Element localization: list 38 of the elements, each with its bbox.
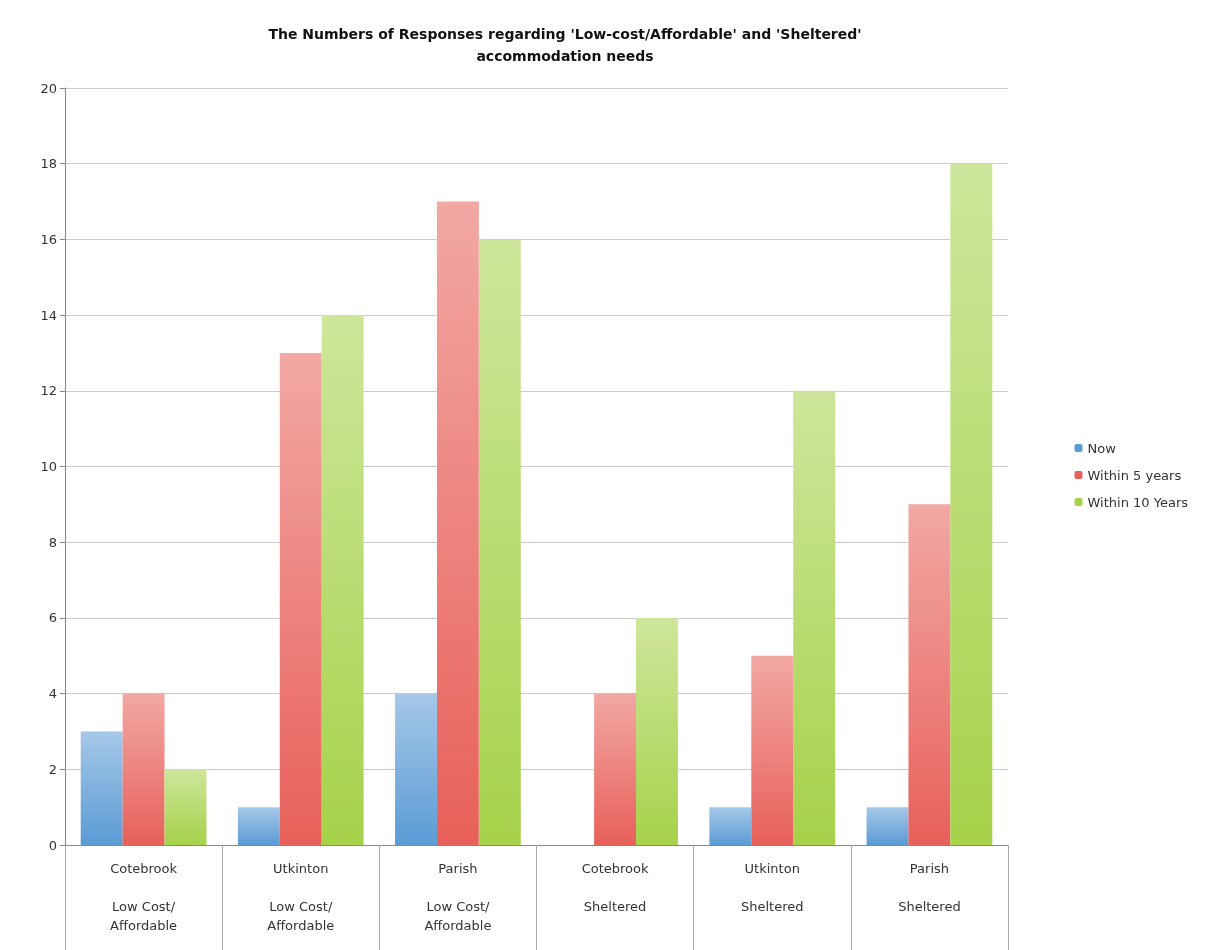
bar xyxy=(709,807,752,845)
legend-label: Within 5 years xyxy=(1087,467,1182,483)
y-tick-label: 14 xyxy=(40,307,57,323)
category-label: Parish Sheltered xyxy=(898,861,961,914)
bar xyxy=(866,807,909,845)
bar xyxy=(793,390,836,845)
y-tick-label: 18 xyxy=(40,156,57,172)
y-tick-label: 16 xyxy=(40,231,57,247)
y-tick-label: 6 xyxy=(48,610,57,626)
y-tick-label: 10 xyxy=(40,459,57,474)
bar xyxy=(80,731,123,845)
y-tick-label: 0 xyxy=(48,837,57,853)
bar xyxy=(279,352,322,845)
bar xyxy=(321,315,364,845)
chart-title: The Numbers of Responses regarding 'Low-cost/Affordable' and 'Sheltered' accommodation needs xyxy=(268,26,862,64)
bar xyxy=(436,201,479,845)
bar xyxy=(950,163,993,845)
bar xyxy=(478,239,521,845)
y-tick-label: 2 xyxy=(48,761,57,777)
bar xyxy=(122,693,165,845)
y-tick-label: 12 xyxy=(40,383,57,399)
category-label: Cotebrook Low Cost/ Affordable xyxy=(110,861,178,933)
y-tick-label: 8 xyxy=(48,534,57,550)
category-label: Parish Low Cost/ Affordable xyxy=(424,861,492,933)
legend-label: Within 10 Years xyxy=(1087,494,1189,510)
bar xyxy=(636,617,678,845)
bar xyxy=(594,693,637,845)
legend-label: Now xyxy=(1087,440,1117,456)
bar xyxy=(395,693,437,845)
category-label: Cotebrook Sheltered xyxy=(581,861,649,914)
bar xyxy=(237,807,280,845)
y-tick-label: 4 xyxy=(48,686,57,702)
bar xyxy=(908,504,951,845)
bar xyxy=(164,769,207,845)
category-label: Utkinton Low Cost/ Affordable xyxy=(267,861,335,933)
category-label: Utkinton Sheltered xyxy=(740,861,804,914)
y-tick-label: 20 xyxy=(40,80,57,96)
bar xyxy=(751,655,794,845)
